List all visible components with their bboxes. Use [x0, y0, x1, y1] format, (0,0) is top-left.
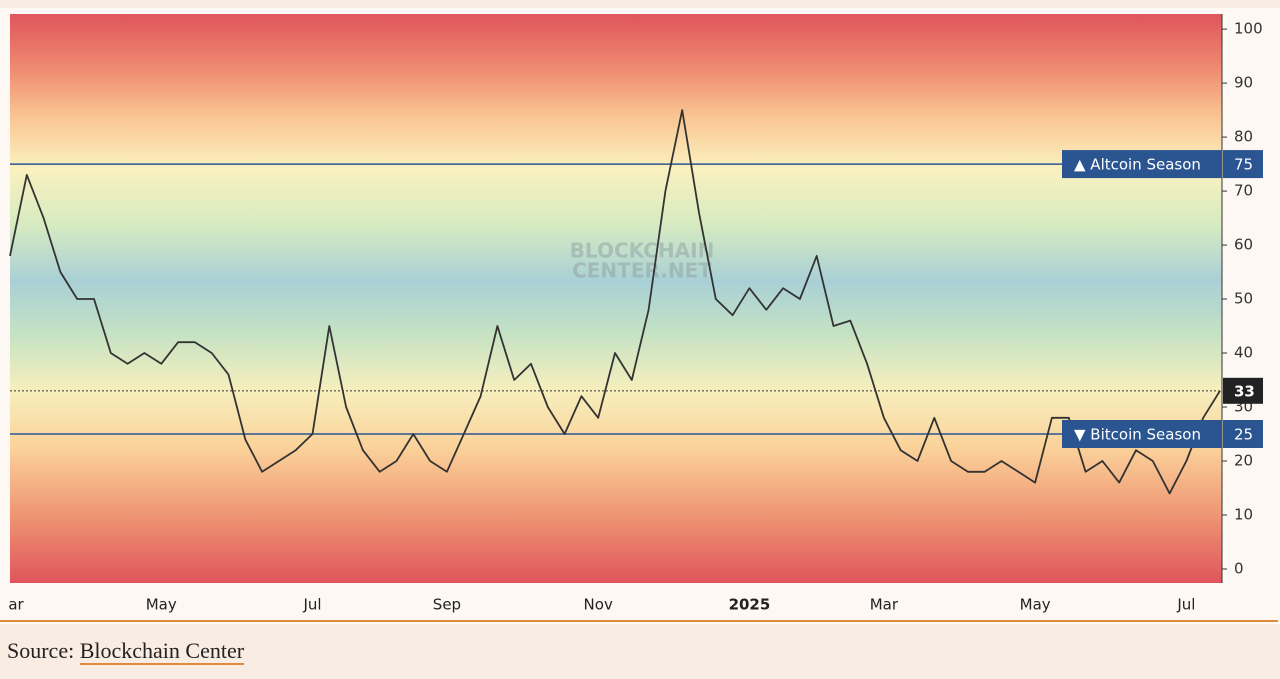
y-tick-label: 90	[1234, 74, 1253, 92]
source-link[interactable]: Blockchain Center	[79, 638, 245, 665]
y-tick-label: 80	[1234, 128, 1253, 146]
x-tick-label: Jul	[1176, 596, 1195, 614]
x-tick-label: Nov	[584, 596, 613, 614]
threshold-value: 75	[1234, 156, 1253, 174]
watermark: BLOCKCHAIN	[570, 239, 715, 263]
source: Source: Blockchain Center	[7, 638, 245, 665]
threshold-value-box	[1223, 150, 1263, 179]
last-value-label: 33	[1234, 382, 1255, 400]
x-tick-label: Jul	[302, 596, 321, 614]
y-tick-label: 20	[1234, 451, 1253, 469]
y-tick-label: 100	[1234, 20, 1263, 38]
source-label: Source:	[7, 638, 75, 663]
y-tick-label: 40	[1234, 344, 1253, 362]
y-tick-label: 50	[1234, 290, 1253, 308]
threshold-label-box	[1062, 420, 1222, 449]
x-tick-label: May	[1020, 596, 1051, 614]
threshold-label: ▼ Bitcoin Season	[1074, 426, 1201, 444]
x-tick-label: 2025	[729, 596, 771, 614]
threshold-value-box	[1223, 420, 1263, 449]
threshold-value: 25	[1234, 426, 1253, 444]
y-tick-label: 0	[1234, 559, 1244, 577]
x-tick-label: Mar	[870, 596, 899, 614]
y-tick-label: 70	[1234, 182, 1253, 200]
last-value-box	[1223, 377, 1263, 404]
threshold-label: ▲ Altcoin Season	[1074, 156, 1201, 174]
x-tick-label: May	[146, 596, 177, 614]
y-tick-label: 60	[1234, 236, 1253, 254]
watermark: CENTER.NET	[572, 259, 712, 283]
plot-area	[10, 14, 1222, 583]
x-tick-label: ar	[8, 596, 24, 614]
threshold-label-box	[1062, 150, 1222, 179]
x-tick-label: Sep	[433, 596, 461, 614]
chart: BLOCKCHAINCENTER.NET01020304050607080901…	[0, 8, 1280, 624]
line	[9, 109, 1221, 495]
y-tick-label: 10	[1234, 505, 1253, 523]
